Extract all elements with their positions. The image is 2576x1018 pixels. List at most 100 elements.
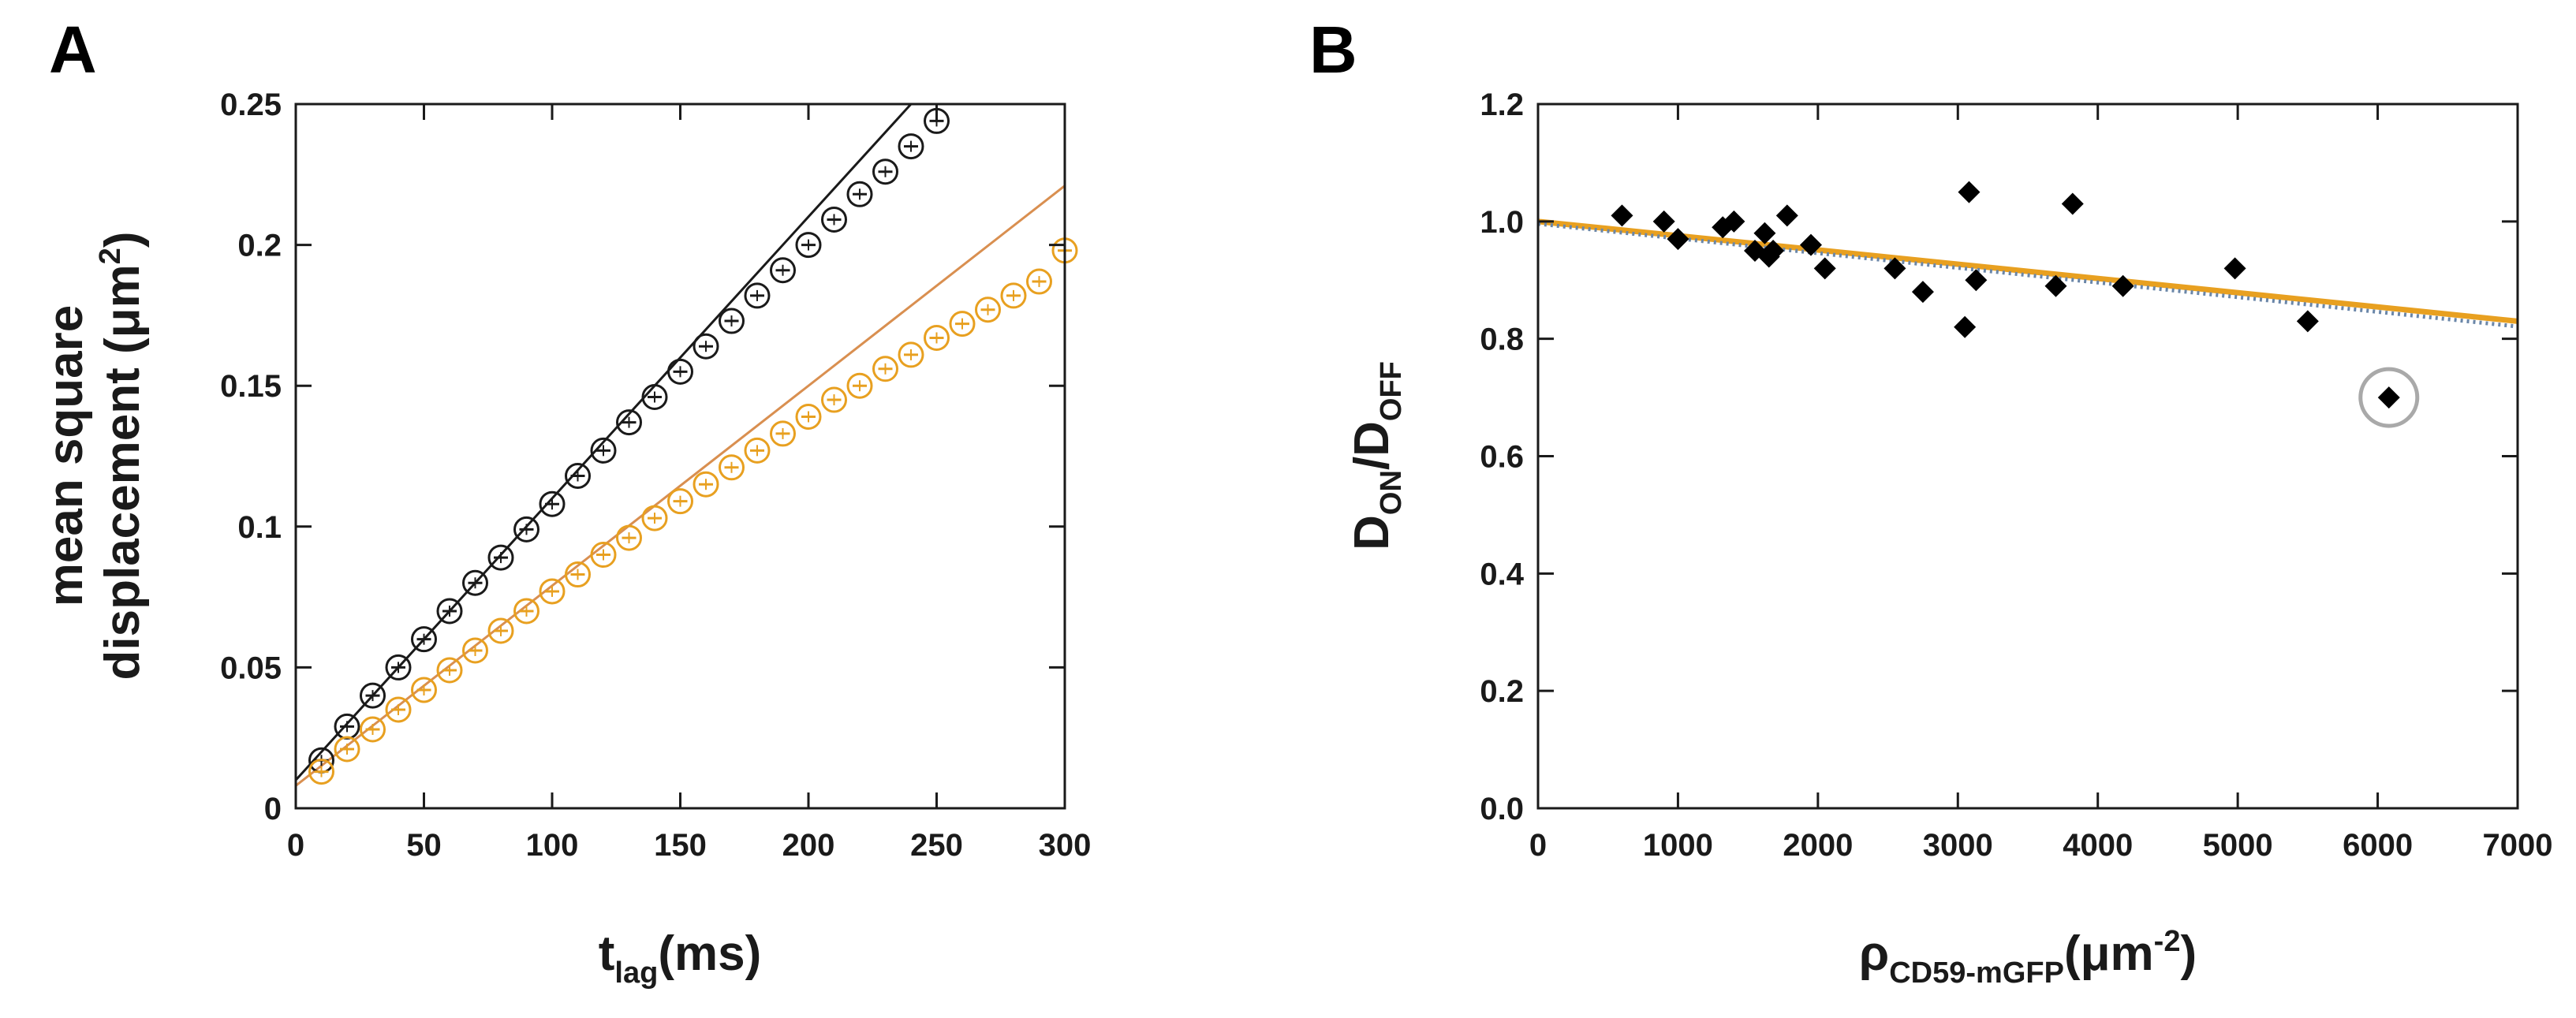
panel-a-point-black bbox=[898, 133, 924, 160]
panel-b-point bbox=[1965, 269, 1988, 292]
panel-a-point-black bbox=[513, 516, 539, 543]
panel-a-point-orange bbox=[693, 471, 719, 498]
panel-a-point-orange bbox=[744, 437, 771, 464]
panel-a-point-orange bbox=[1000, 282, 1027, 309]
panel-a-point-black bbox=[487, 544, 514, 571]
panel-a-ylabel: mean square displacement (μm2) bbox=[39, 232, 150, 681]
panel-a-point-orange bbox=[513, 598, 539, 625]
panel-b-xtick-label: 5000 bbox=[2203, 828, 2273, 863]
panel-a-fit-lines bbox=[294, 103, 1066, 787]
panel-a-xtick-label: 250 bbox=[910, 828, 963, 863]
panel-a-point-black bbox=[462, 569, 488, 596]
panel-a-data-points bbox=[308, 107, 1078, 785]
panel-b-point bbox=[1958, 181, 1981, 203]
panel-a-fit-orange bbox=[295, 185, 1066, 787]
panel-a-point-black bbox=[436, 598, 463, 625]
panel-a-point-black bbox=[539, 490, 566, 517]
panel-b-point bbox=[1954, 315, 1977, 338]
panel-a-point-orange bbox=[616, 524, 642, 551]
panel-a-point-black bbox=[821, 206, 847, 233]
panel-a-point-orange bbox=[1026, 268, 1052, 295]
panel-a-point-black bbox=[334, 713, 360, 740]
panel-a-point-black bbox=[616, 409, 642, 436]
panel-a-point-orange bbox=[719, 454, 745, 481]
panel-b-point bbox=[1799, 233, 1822, 256]
panel-a-point-orange bbox=[975, 296, 1001, 323]
panel-b-point bbox=[2377, 386, 2400, 409]
panel-a-point-orange bbox=[641, 505, 668, 531]
panel-b-ytick-label: 0.6 bbox=[1480, 440, 1524, 475]
panel-b-point bbox=[1667, 228, 1689, 251]
panel-b-point bbox=[1753, 222, 1776, 244]
panel-b-letter: B bbox=[1309, 13, 1357, 87]
panel-b-xtick-label: 6000 bbox=[2343, 828, 2413, 863]
panel-b-point bbox=[2223, 257, 2246, 280]
panel-a-point-orange bbox=[436, 657, 463, 684]
svg-text:DON/DOFF: DON/DOFF bbox=[1345, 361, 1408, 550]
panel-a-xtick-label: 300 bbox=[1039, 828, 1092, 863]
panel-b-point bbox=[2044, 274, 2067, 297]
panel-a-point-black bbox=[795, 232, 822, 259]
panel-a-fit-black bbox=[294, 103, 913, 781]
panel-b-xtick-label: 3000 bbox=[1923, 828, 1993, 863]
panel-a-point-orange bbox=[590, 542, 617, 569]
panel-a-point-orange bbox=[360, 716, 386, 743]
panel-b-fit-solid bbox=[1537, 218, 2518, 324]
panel-a-ticks: 0 50 100 150 200 250 300 0 0.05 0.1 0.15 0.2 0.25 bbox=[220, 88, 1091, 863]
panel-a-letter: A bbox=[49, 13, 97, 87]
panel-a-point-orange bbox=[565, 561, 591, 588]
panel-b-ytick-label: 1.2 bbox=[1480, 88, 1524, 122]
panel-b-xtick-label: 1000 bbox=[1643, 828, 1713, 863]
panel-a-point-orange bbox=[846, 372, 873, 399]
panel-a-plot-frame bbox=[294, 103, 1066, 810]
panel-b-xtick-label: 2000 bbox=[1783, 828, 1853, 863]
panel-b-xtick-label: 4000 bbox=[2063, 828, 2133, 863]
panel-b-xlabel: ρCD59-mGFP(μm-2) bbox=[1859, 925, 2197, 990]
panel-b-ytick-label: 1.0 bbox=[1480, 205, 1524, 240]
panel-a-point-black bbox=[565, 463, 591, 490]
panel-b-point bbox=[1723, 210, 1745, 233]
panel-b-point bbox=[2061, 192, 2084, 215]
panel-b-point bbox=[1611, 204, 1633, 227]
panel-a-xtick-label: 50 bbox=[406, 828, 442, 863]
panel-a-point-black bbox=[872, 158, 898, 185]
panel-b-xtick-label: 0 bbox=[1529, 828, 1547, 863]
panel-a-point-black bbox=[770, 257, 796, 284]
panel-b-point bbox=[2296, 310, 2319, 333]
panel-a-point-orange bbox=[487, 617, 514, 644]
panel-b-point bbox=[1883, 257, 1906, 280]
panel-b-ticks: 0 1000 2000 3000 4000 5000 6000 7000 0.0 0.2 0.4 0.… bbox=[1480, 88, 2552, 863]
panel-b-ylabel: DON/DOFF bbox=[1345, 361, 1408, 550]
panel-b-fit-lines bbox=[1537, 218, 2518, 329]
panel-b-ytick-label: 0.0 bbox=[1480, 792, 1524, 826]
panel-a-point-orange bbox=[924, 324, 950, 351]
panel-a-point-orange bbox=[411, 677, 437, 703]
panel-a-point-black bbox=[846, 181, 873, 207]
panel-a-ytick-label: 0.2 bbox=[237, 229, 282, 263]
panel-a-point-black bbox=[590, 437, 617, 464]
panel-a-point-black bbox=[744, 282, 771, 309]
panel-a-point-black bbox=[641, 383, 668, 410]
panel-a-point-orange bbox=[308, 759, 334, 785]
panel-a-point-orange bbox=[462, 637, 488, 664]
panel-a-point-black bbox=[719, 308, 745, 334]
panel-a-point-orange bbox=[872, 356, 898, 382]
panel-b-ytick-label: 0.4 bbox=[1480, 557, 1524, 591]
panel-a-point-orange bbox=[898, 341, 924, 368]
panel-a-point-black bbox=[385, 654, 412, 681]
panel-a-point-orange bbox=[949, 311, 976, 337]
panel-a-ytick-label: 0.05 bbox=[220, 651, 282, 685]
panel-a-point-orange bbox=[334, 736, 360, 763]
panel-a-ytick-label: 0.25 bbox=[220, 88, 282, 122]
panel-b-point bbox=[1762, 240, 1785, 263]
panel-a-xtick-label: 100 bbox=[526, 828, 579, 863]
panel-a-ytick-label: 0 bbox=[264, 792, 282, 826]
panel-b-point bbox=[1911, 281, 1934, 304]
panel-a-ylabel-line2: displacement (μm2) bbox=[94, 232, 150, 681]
panel-a-ylabel-line1: mean square bbox=[39, 305, 93, 607]
panel-a-point-orange bbox=[821, 386, 847, 413]
panel-b-plot-frame bbox=[1536, 103, 2519, 810]
panel-b-ytick-label: 0.8 bbox=[1480, 323, 1524, 357]
panel-a: A 0 50 100 150 200 250 30000.050.10.150.20.25 … bbox=[39, 13, 1091, 990]
